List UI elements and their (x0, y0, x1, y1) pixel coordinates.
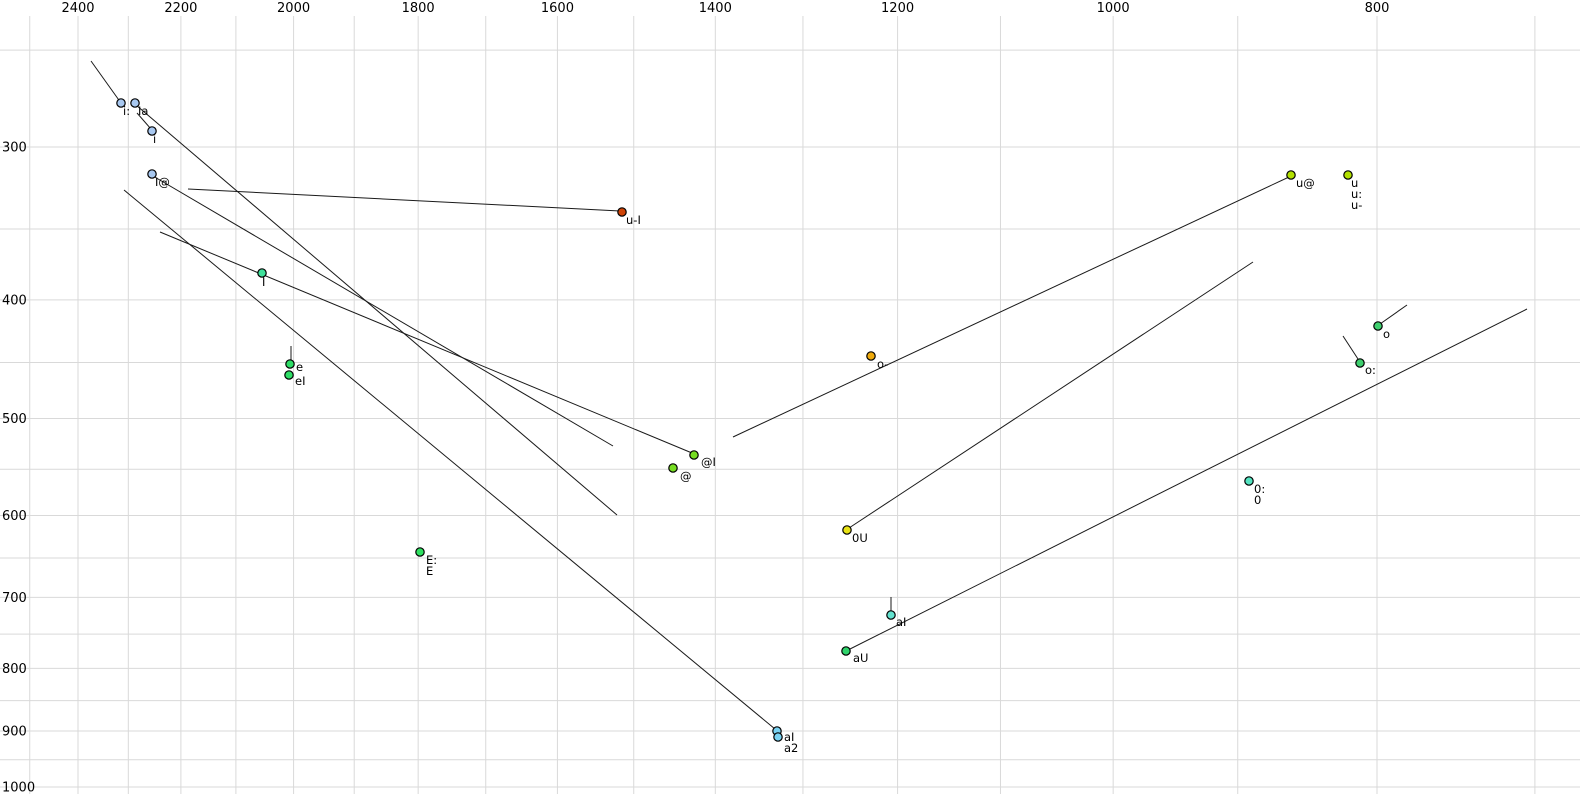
vowel-label-aU: aU (853, 651, 868, 665)
vowel-label-eI: eI (295, 374, 305, 388)
vowel-label-i:: i: (123, 104, 130, 118)
vowel-point-u@ (1286, 170, 1296, 180)
vowel-label-a2: a2 (784, 741, 798, 755)
vowel-label-e: e (296, 360, 303, 374)
vowel-point-@I (689, 450, 699, 460)
x-axis-tick-1600: 1600 (541, 1, 574, 16)
trajectory-0U-glide (848, 261, 1254, 529)
vowel-label-o-: o- (877, 357, 888, 371)
x-axis-tick-1200: 1200 (881, 1, 914, 16)
x-axis-tick-1400: 1400 (699, 1, 732, 16)
vowel-point-o: (1355, 358, 1365, 368)
vowel-label-@: @ (680, 469, 692, 483)
y-axis-tick-700: 700 (2, 591, 27, 606)
x-axis-tick-2200: 2200 (164, 1, 197, 16)
vowel-point-aU (841, 646, 851, 656)
trajectory-i-tail (136, 112, 152, 130)
trajectory-Ia-glide (135, 104, 618, 516)
vowel-label-aI: aI (784, 730, 794, 744)
vowel-point-i (147, 126, 157, 136)
x-axis-tick-2000: 2000 (277, 1, 310, 16)
vowel-label-o:: o: (1365, 363, 1376, 377)
vowel-point-u (1343, 170, 1353, 180)
vowel-label-0U: 0U (852, 531, 868, 545)
trajectory-u-I-glide (187, 188, 621, 212)
vowel-point-I@ (147, 169, 157, 179)
vowel-label-I: I (262, 275, 265, 289)
y-axis-tick-500: 500 (2, 412, 27, 427)
vowel-label-o: o (1383, 327, 1390, 341)
trajectory-I@-glide (152, 175, 614, 447)
vowel-point-i: (116, 98, 126, 108)
x-axis-tick-1000: 1000 (1097, 1, 1130, 16)
y-axis-tick-300: 300 (2, 141, 27, 156)
vowel-label-u@: u@ (1296, 176, 1315, 190)
y-axis-tick-1000: 1000 (2, 781, 35, 796)
x-axis-tick-1800: 1800 (402, 1, 435, 16)
vowel-point-eI (284, 370, 294, 380)
vowel-point-o- (866, 351, 876, 361)
vowel-label-Ia: Ia (138, 104, 148, 118)
trajectory-u@-glide (732, 176, 1290, 438)
x-axis-tick-2400: 2400 (61, 1, 94, 16)
vowel-label-I@: I@ (155, 175, 170, 189)
vowel-point-0U (842, 525, 852, 535)
vowel-label-0:: 0: 0 (1254, 482, 1265, 507)
vowel-label-u: u u: u- (1351, 176, 1362, 212)
y-axis-tick-600: 600 (2, 509, 27, 524)
x-axis-tick-800: 800 (1365, 1, 1390, 16)
vowel-label-@I: @I (701, 455, 716, 469)
vowel-point-a2 (773, 732, 783, 742)
trajectory-i-long-tail (90, 60, 122, 104)
vowel-label-aI: aI (896, 615, 906, 629)
trajectory-o:-tail (1342, 335, 1359, 360)
y-axis-tick-900: 900 (2, 724, 27, 739)
vowel-point-0: (1244, 476, 1254, 486)
vowel-point-E: (415, 547, 425, 557)
vowel-label-u-I: u-I (626, 213, 641, 227)
trajectory-aU-long-glide (847, 308, 1528, 651)
vowel-point-I (257, 268, 267, 278)
vowel-point-@ (668, 463, 678, 473)
y-axis-tick-800: 800 (2, 662, 27, 677)
trajectory-I-to-@I-glide (159, 231, 693, 454)
trajectory-aI-long-glide (123, 189, 776, 730)
trajectory-o-tail (1379, 304, 1408, 325)
y-axis-tick-400: 400 (2, 293, 27, 308)
vowel-point-aI (886, 610, 896, 620)
vowel-point-o (1373, 321, 1383, 331)
vowel-point-Ia (130, 98, 140, 108)
vowel-point-u-I (617, 207, 627, 217)
vowel-label-E:: E: E (426, 553, 437, 578)
vowel-label-i: i (153, 132, 156, 146)
vowel-point-e (285, 359, 295, 369)
